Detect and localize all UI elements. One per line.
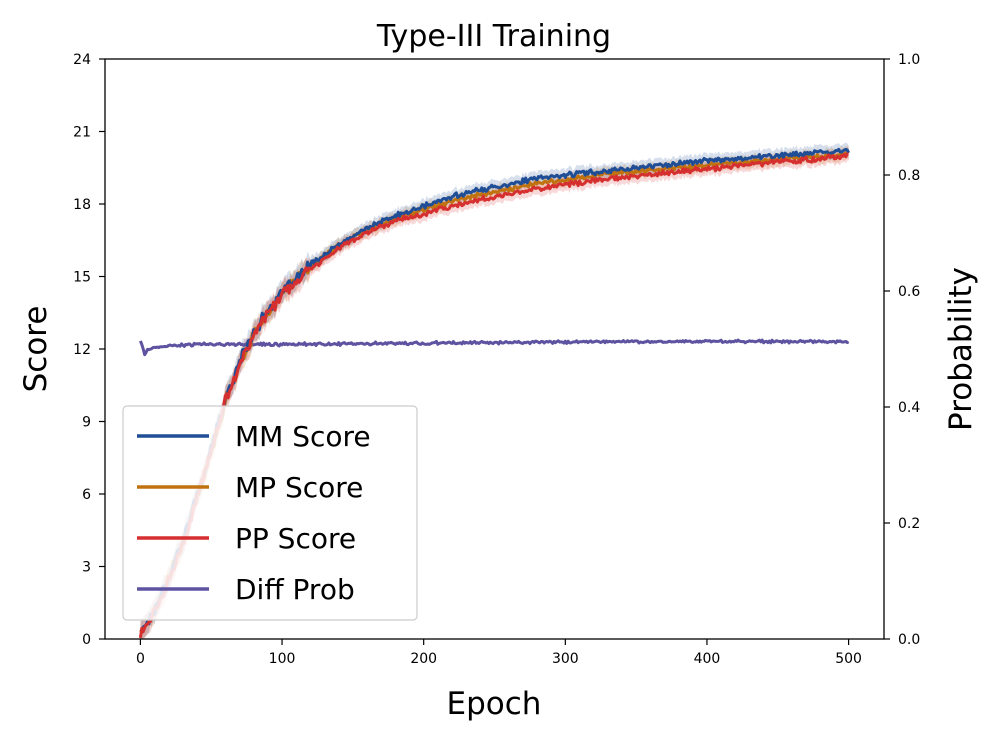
band-pp-score — [140, 147, 849, 639]
y-tick-label: 0 — [82, 632, 91, 648]
legend-label: PP Score — [235, 522, 356, 555]
confidence-bands — [140, 142, 849, 639]
y-tick-label: 21 — [73, 125, 91, 141]
line-diff-prob — [139, 338, 850, 357]
legend-item: PP Score — [137, 522, 356, 555]
y2-tick-label: 0.6 — [898, 284, 920, 300]
x-tick-label: 400 — [694, 651, 721, 667]
y-tick-label: 9 — [82, 415, 91, 431]
x-axis-label: Epoch — [447, 686, 542, 722]
legend-label: MP Score — [235, 471, 363, 504]
y-axis-right: 0.0 0.2 0.4 0.6 0.8 1.0 — [884, 52, 920, 648]
band-mp-score — [140, 145, 849, 639]
y-tick-label: 6 — [82, 487, 91, 503]
y2-tick-label: 0.0 — [898, 632, 920, 648]
x-axis: 0 100 200 300 400 500 — [136, 639, 862, 667]
y-tick-label: 12 — [73, 342, 91, 358]
y-axis-left: 0 3 6 9 12 15 18 21 24 — [73, 52, 105, 648]
series-lines — [138, 147, 850, 639]
legend: MM Score MP Score PP Score Diff Prob — [122, 405, 418, 621]
y2-axis-label: Probability — [943, 267, 979, 431]
legend-box — [122, 405, 418, 621]
y-tick-label: 18 — [73, 197, 91, 213]
legend-item: Diff Prob — [137, 573, 355, 606]
legend-label: Diff Prob — [235, 573, 355, 606]
y-tick-label: 3 — [82, 560, 91, 576]
x-tick-label: 100 — [269, 651, 296, 667]
y2-tick-label: 0.4 — [898, 400, 920, 416]
line-pp-score — [138, 152, 849, 639]
y2-tick-label: 0.2 — [898, 516, 920, 532]
y-tick-label: 24 — [73, 52, 91, 68]
legend-item: MM Score — [137, 420, 371, 453]
y2-tick-label: 0.8 — [898, 168, 920, 184]
legend-label: MM Score — [235, 420, 371, 453]
y2-tick-label: 1.0 — [898, 52, 920, 68]
y-tick-label: 15 — [73, 270, 91, 286]
x-tick-label: 500 — [835, 651, 862, 667]
x-tick-label: 0 — [136, 651, 145, 667]
x-tick-label: 200 — [410, 651, 437, 667]
y-axis-label: Score — [18, 306, 54, 393]
x-tick-label: 300 — [552, 651, 579, 667]
legend-item: MP Score — [137, 471, 363, 504]
chart-title: Type-III Training — [376, 19, 611, 54]
